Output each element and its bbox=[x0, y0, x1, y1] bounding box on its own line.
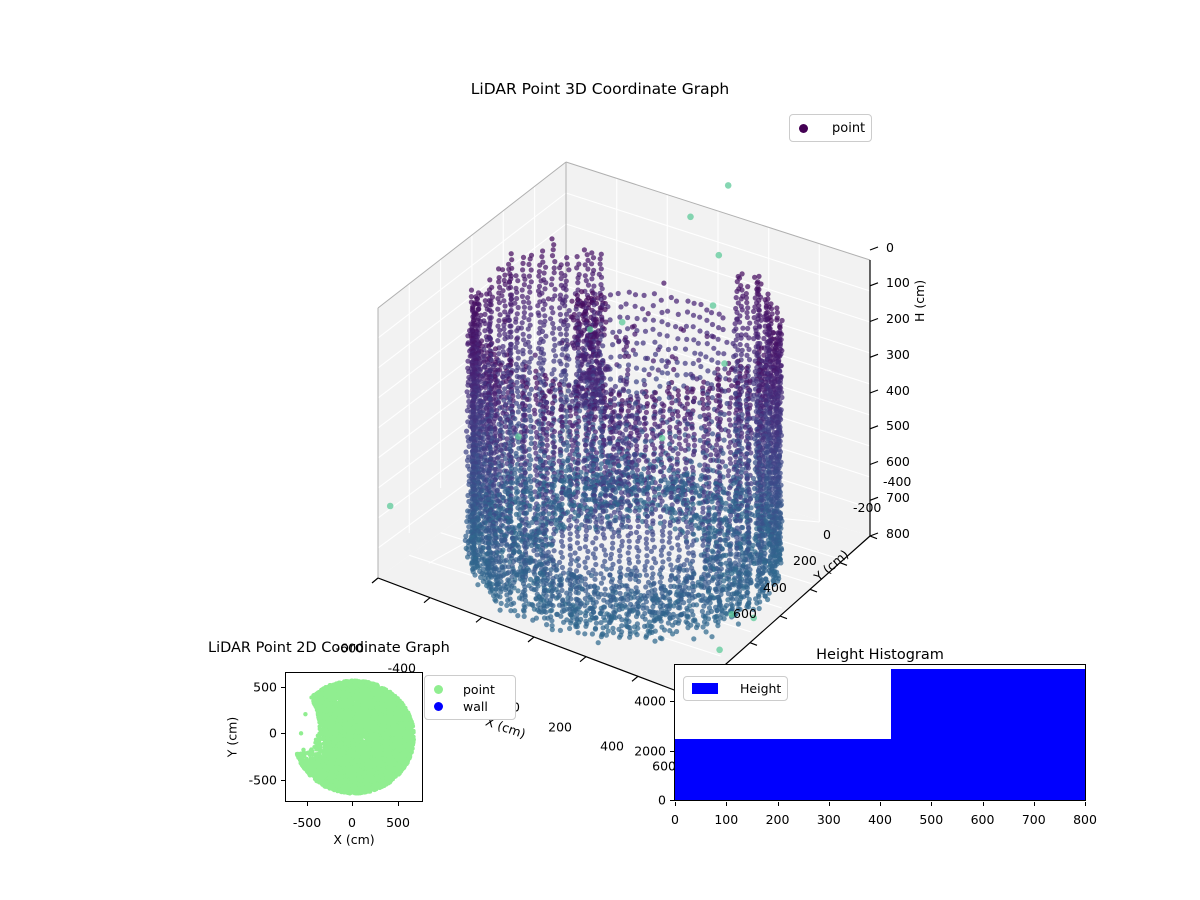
tick-x-hist-2: 200 bbox=[765, 812, 790, 827]
legend-entry-height: Height bbox=[684, 681, 787, 696]
tick-x-hist-5: 500 bbox=[919, 812, 944, 827]
tick-mark-x-hist-6 bbox=[982, 802, 984, 806]
tick-z-3d-5: 500 bbox=[886, 418, 910, 433]
tick-z-3d-2: 200 bbox=[886, 311, 910, 326]
tick-mark-x-hist-2 bbox=[777, 802, 779, 806]
tick-mark-x-hist-1 bbox=[726, 802, 728, 806]
tick-x-2d-0: -500 bbox=[292, 815, 322, 830]
axis-label-y-2d: Y (cm) bbox=[224, 716, 240, 758]
tick-z-3d-3: 300 bbox=[886, 347, 910, 362]
tick-x-3d-0: -600 bbox=[335, 640, 364, 656]
tick-y-hist-1: 2000 bbox=[634, 743, 666, 759]
tick-mark-y-2d-0 bbox=[281, 687, 285, 688]
tick-y-2d-0: 500 bbox=[253, 679, 277, 695]
tick-mark-x-hist-7 bbox=[1033, 802, 1035, 806]
legend-3d: point bbox=[789, 114, 872, 142]
tick-z-3d-6: 600 bbox=[886, 454, 910, 469]
tick-mark-x-2d-2 bbox=[398, 802, 399, 806]
tick-x-2d-2: 500 bbox=[386, 815, 410, 830]
tick-mark-x-hist-0 bbox=[675, 802, 676, 806]
tick-x-2d-1: 0 bbox=[348, 815, 356, 830]
tick-x-hist-7: 700 bbox=[1021, 812, 1046, 827]
panel-2d-title: LiDAR Point 2D Coordinate Graph bbox=[208, 640, 450, 656]
tick-x-3d-1: -400 bbox=[387, 660, 416, 676]
legend-label-height: Height bbox=[740, 681, 782, 696]
tick-z-3d-7: 700 bbox=[886, 490, 910, 505]
legend-entry-wall-2d: wall bbox=[425, 698, 515, 715]
tick-x-hist-4: 400 bbox=[868, 812, 892, 827]
plot-2d-svg bbox=[294, 678, 416, 796]
axis-label-x-2d: X (cm) bbox=[333, 832, 375, 847]
tick-x-hist-3: 300 bbox=[816, 812, 841, 827]
tick-x-3d-3: 0 bbox=[512, 699, 520, 715]
tick-mark-y-hist-1 bbox=[670, 751, 674, 752]
tick-x-3d-4: 200 bbox=[548, 719, 572, 735]
tick-y-hist-2: 4000 bbox=[634, 693, 666, 709]
legend-entry-point-3d: point bbox=[790, 121, 871, 136]
legend-histogram: Height bbox=[683, 676, 788, 701]
tick-x-hist-6: 600 bbox=[970, 812, 995, 827]
hist-bar-0 bbox=[675, 738, 891, 800]
hist-bar-1 bbox=[891, 669, 1085, 800]
tick-y-3d-5: -400 bbox=[883, 474, 912, 489]
tick-z-3d-0: 0 bbox=[886, 240, 894, 255]
plot-3d-svg bbox=[371, 161, 879, 702]
legend-marker-point-icon-2d bbox=[434, 684, 443, 694]
legend-label-point-2d: point bbox=[463, 681, 495, 697]
legend-entry-point-2d: point bbox=[425, 681, 515, 698]
tick-mark-y-hist-2 bbox=[670, 701, 674, 702]
tick-mark-y-2d-2 bbox=[281, 780, 285, 781]
tick-x-3d-6: 600 bbox=[652, 758, 676, 774]
tick-x-hist-0: 0 bbox=[671, 812, 679, 827]
tick-y-3d-0: 600 bbox=[733, 606, 757, 621]
tick-y-2d-1: 0 bbox=[269, 725, 277, 741]
tick-y-2d-2: -500 bbox=[248, 772, 277, 788]
axes-3d[interactable]: -600 -400 -200 0 200 400 600 X (cm) 600 … bbox=[330, 140, 927, 774]
panel-hist-title: Height Histogram bbox=[816, 647, 944, 663]
legend-patch-height-icon bbox=[692, 683, 718, 694]
tick-x-3d-5: 400 bbox=[600, 738, 624, 754]
tick-y-3d-4: -200 bbox=[853, 500, 882, 515]
tick-mark-x-hist-8 bbox=[1085, 802, 1086, 806]
legend-marker-wall-icon-2d bbox=[434, 701, 443, 711]
legend-label-wall-2d: wall bbox=[463, 698, 488, 714]
panel-3d-title: LiDAR Point 3D Coordinate Graph bbox=[470, 80, 730, 98]
tick-mark-y-hist-0 bbox=[670, 800, 674, 801]
tick-mark-x-2d-0 bbox=[307, 802, 308, 806]
tick-mark-x-hist-4 bbox=[880, 802, 881, 806]
legend-marker-point-icon bbox=[799, 123, 808, 133]
legend-2d: point wall bbox=[424, 675, 516, 720]
tick-mark-y-2d-1 bbox=[281, 733, 285, 734]
point-cloud-3d bbox=[386, 182, 785, 688]
tick-mark-x-hist-3 bbox=[828, 802, 830, 806]
tick-x-hist-1: 100 bbox=[714, 812, 739, 827]
axis-ticks-z-3d bbox=[869, 246, 879, 537]
tick-z-3d-1: 100 bbox=[886, 275, 910, 290]
legend-label-point: point bbox=[832, 120, 866, 136]
tick-y-3d-2: 200 bbox=[793, 553, 817, 568]
point-disk-2d bbox=[294, 678, 416, 796]
tick-y-hist-0: 0 bbox=[658, 792, 666, 808]
tick-z-3d-8: 800 bbox=[886, 526, 910, 541]
tick-z-3d-4: 400 bbox=[886, 383, 910, 398]
axis-label-z-3d: H (cm) bbox=[912, 279, 927, 322]
tick-y-3d-3: 0 bbox=[823, 527, 831, 542]
tick-mark-x-2d-1 bbox=[352, 802, 353, 806]
tick-x-hist-8: 800 bbox=[1073, 812, 1097, 827]
tick-mark-x-hist-5 bbox=[931, 802, 933, 806]
tick-y-3d-1: 400 bbox=[763, 580, 787, 595]
axes-2d[interactable] bbox=[285, 672, 423, 802]
